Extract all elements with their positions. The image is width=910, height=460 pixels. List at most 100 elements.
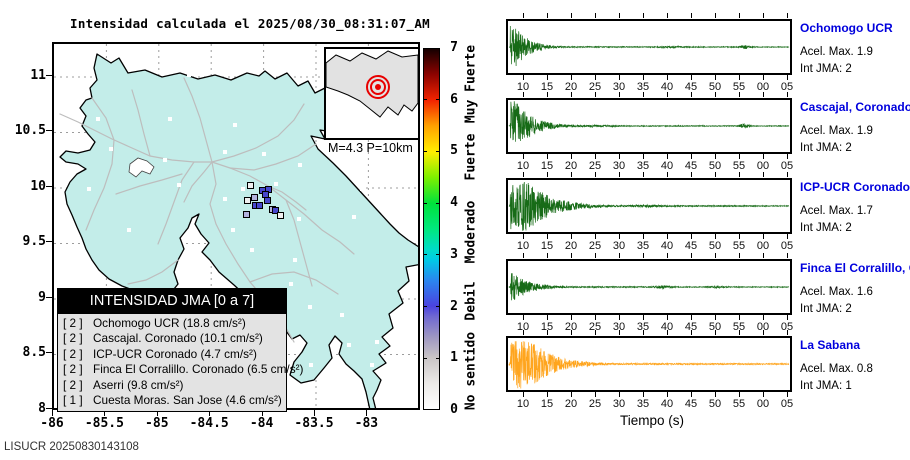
station-dot (309, 363, 313, 367)
time-tick (571, 13, 572, 18)
time-tick-label: 00 (756, 398, 770, 410)
time-tick (643, 392, 644, 397)
time-tick (787, 330, 788, 335)
time-tick-label: 10 (516, 240, 530, 252)
y-axis-tick (46, 185, 52, 187)
time-tick-label: 05 (780, 240, 794, 252)
time-tick-label: 30 (612, 81, 626, 93)
time-tick-label: 45 (684, 321, 698, 333)
int-jma-label: Int JMA: 2 (800, 303, 852, 315)
time-tick (619, 234, 620, 239)
intensity-category-label: No sentido (463, 332, 479, 411)
time-tick-label: 40 (660, 81, 674, 93)
seismogram-plot (506, 178, 792, 234)
time-tick (715, 392, 716, 397)
time-tick (715, 75, 716, 80)
time-tick-label: 20 (564, 81, 578, 93)
time-tick (643, 330, 644, 335)
time-tick (571, 75, 572, 80)
y-axis-tick-label: 10 (30, 178, 46, 194)
waveform-trace (509, 25, 790, 67)
time-tick-label: 00 (756, 81, 770, 93)
time-tick (547, 172, 548, 177)
legend-intensity-value: [ 2 ] (63, 362, 83, 377)
station-dot (127, 228, 131, 232)
time-tick (523, 315, 524, 320)
station-dot (168, 117, 172, 121)
colorbar-tick (423, 99, 427, 101)
time-tick (787, 172, 788, 177)
station-dot (298, 163, 302, 167)
intensity-station-marker (277, 212, 284, 219)
station-dot (231, 228, 235, 232)
station-dot (360, 187, 364, 191)
colorbar-tick (436, 99, 440, 101)
station-dot (262, 152, 266, 156)
time-tick-label: 55 (732, 398, 746, 410)
time-tick (739, 154, 740, 159)
time-tick (787, 253, 788, 258)
time-tick (619, 392, 620, 397)
time-tick (763, 330, 764, 335)
time-tick (739, 330, 740, 335)
time-tick (787, 315, 788, 320)
time-tick (667, 75, 668, 80)
time-tick (619, 75, 620, 80)
legend-station-text: ICP-UCR Coronado (4.7 cm/s²) (93, 346, 257, 361)
legend-intensity-value: [ 1 ] (63, 393, 83, 408)
time-tick (595, 13, 596, 18)
legend-station-text: Ochomogo UCR (18.8 cm/s²) (93, 316, 246, 330)
acel-max-label: Acel. Max. 0.8 (800, 363, 873, 375)
time-tick (691, 172, 692, 177)
intensity-category-label: Fuerte (463, 133, 479, 181)
time-tick (595, 154, 596, 159)
time-tick-label: 45 (684, 81, 698, 93)
time-tick-label: 50 (708, 240, 722, 252)
time-tick-label: 20 (564, 321, 578, 333)
y-axis-tick-label: 9.5 (22, 234, 46, 249)
legend-entry: [ 1 ] Cuesta Moras. San Jose (4.6 cm/s²) (58, 393, 286, 408)
time-tick-label: 35 (636, 398, 650, 410)
legend-entry: [ 2 ] Finca El Corralillo. Coronado (6.5… (58, 362, 303, 377)
time-tick (715, 154, 716, 159)
time-tick (643, 13, 644, 18)
time-tick (787, 13, 788, 18)
colorbar-tick (423, 202, 427, 204)
time-tick (643, 253, 644, 258)
time-tick-label: 10 (516, 81, 530, 93)
time-tick-label: 00 (756, 160, 770, 172)
x-axis-tick-label: -83 (354, 416, 379, 431)
time-tick (547, 234, 548, 239)
y-axis-tick (46, 407, 52, 409)
time-tick-label: 35 (636, 321, 650, 333)
time-tick (739, 13, 740, 18)
time-tick (763, 172, 764, 177)
x-axis-tick-label: -83.5 (294, 416, 334, 431)
intensity-category-label: Muy Fuerte (463, 45, 479, 124)
time-tick (643, 92, 644, 97)
time-tick (643, 75, 644, 80)
time-tick (691, 234, 692, 239)
time-tick (667, 253, 668, 258)
time-tick (787, 75, 788, 80)
seismogram-panel: ICP-UCR Coronado Acel. Max. 1.7 Int JMA:… (506, 172, 910, 260)
colorbar-tick (423, 357, 427, 359)
time-tick (715, 92, 716, 97)
time-tick-label: 30 (612, 160, 626, 172)
colorbar-tick-label: 6 (450, 91, 458, 107)
station-dot (233, 123, 237, 127)
time-tick (667, 92, 668, 97)
time-tick-label: 25 (588, 81, 602, 93)
time-tick (523, 172, 524, 177)
intensity-legend: INTENSIDAD JMA [0 a 7] [ 2 ] Ochomogo UC… (57, 288, 303, 413)
time-tick (595, 315, 596, 320)
time-tick-label: 00 (756, 240, 770, 252)
legend-station-text: Cascajal. Coronado (10.1 cm/s²) (93, 331, 263, 346)
station-dot (163, 158, 167, 162)
time-tick-label: 40 (660, 321, 674, 333)
station-name: Ochomogo UCR (800, 21, 893, 35)
station-dot (109, 147, 113, 151)
x-axis-tick (104, 410, 106, 416)
station-dot (177, 183, 181, 187)
time-tick-label: 10 (516, 321, 530, 333)
